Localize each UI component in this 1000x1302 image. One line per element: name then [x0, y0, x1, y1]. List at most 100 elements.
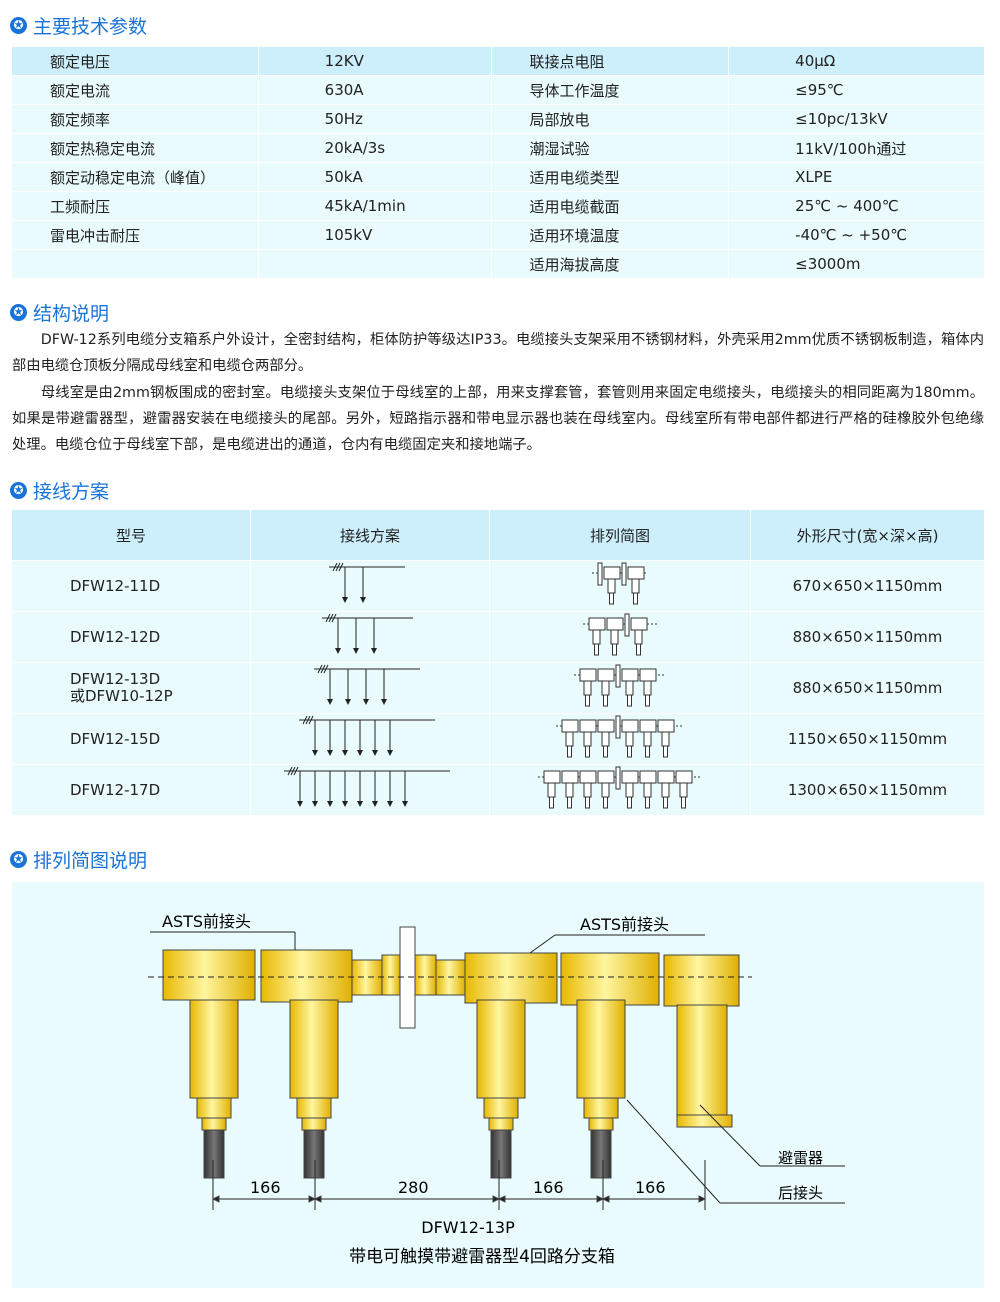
model-cell: DFW12-15D — [12, 714, 250, 764]
connector-body — [289, 999, 339, 1099]
spec-label: 局部放电 — [491, 105, 729, 133]
spec-label: 额定电流 — [12, 76, 258, 104]
cable-head — [663, 954, 740, 1007]
connector-body — [189, 999, 239, 1099]
model-cell: DFW12-13D 或DFW10-12P — [12, 663, 250, 713]
header-model: 型号 — [12, 510, 250, 560]
section-title-text: 排列简图说明 — [33, 850, 148, 872]
label-arrester: 避雷器 — [778, 1149, 823, 1167]
cable-stem — [590, 1129, 612, 1179]
layout-sketch-icon — [538, 766, 702, 809]
connector-neck — [483, 1097, 519, 1119]
connector-taper — [488, 1117, 514, 1131]
layout-sketch-icon — [556, 715, 684, 758]
spec-label: 额定电压 — [12, 47, 258, 75]
diagram-model: DFW12-13P — [421, 1218, 515, 1237]
structure-paragraph-1: DFW-12系列电缆分支箱系户外设计，全密封结构，柜体防护等级达IP33。电缆接… — [12, 332, 984, 374]
spec-value: 12KV — [258, 47, 491, 75]
star-icon: ✪ — [10, 304, 27, 321]
connector-neck — [583, 1097, 619, 1119]
wiring-scheme-icon — [321, 613, 413, 654]
section-title-text: 接线方案 — [33, 481, 110, 503]
spec-value: 45kA/1min — [258, 192, 491, 220]
size-cell: 670×650×1150mm — [751, 561, 984, 611]
wiring-scheme-cell — [251, 714, 489, 764]
bushing — [351, 959, 383, 996]
cable-stem — [490, 1129, 512, 1179]
spec-label: 雷电冲击耐压 — [12, 221, 258, 249]
layout-cell — [490, 714, 750, 764]
wiring-scheme-icon — [329, 562, 405, 603]
section-title-structure: ✪ 结构说明 — [10, 299, 109, 326]
size-cell: 1300×650×1150mm — [751, 765, 984, 815]
layout-cell — [490, 765, 750, 815]
section-title-text: 主要技术参数 — [33, 16, 148, 38]
leader — [529, 934, 556, 954]
layout-sketch-icon — [583, 613, 657, 656]
layout-cell — [490, 612, 750, 662]
spec-value: ≤3000m — [729, 250, 984, 278]
leader — [699, 1104, 761, 1167]
cable-head — [260, 949, 353, 1003]
size-cell: 1150×650×1150mm — [751, 714, 984, 764]
layout-sketch-icon — [574, 664, 666, 707]
size-cell: 880×650×1150mm — [751, 612, 984, 662]
model-cell: DFW12-12D — [12, 612, 250, 662]
connector-taper — [588, 1117, 614, 1131]
spec-row: 适用海拔高度 ≤3000m — [12, 250, 984, 278]
spec-value — [258, 250, 491, 278]
spec-label: 适用电缆类型 — [491, 163, 729, 191]
section-title-text: 结构说明 — [33, 303, 110, 325]
spec-row: 额定电流 630A 导体工作温度 ≤95℃ — [12, 76, 984, 104]
spec-value: 630A — [258, 76, 491, 104]
wiring-row: DFW12-17D 1300×650×1150mm — [12, 765, 984, 815]
wiring-row: DFW12-12D 880×650×1150mm — [12, 612, 984, 662]
label-front-right: ASTS前接头 — [580, 915, 669, 934]
diagram-caption: 带电可触摸带避雷器型4回路分支箱 — [349, 1247, 615, 1267]
structure-paragraph-2: 母线室是由2mm钢板围成的密封室。电缆接头支架位于母线室的上部，用来支撑套管，套… — [12, 385, 984, 453]
wiring-scheme-icon — [314, 664, 420, 705]
section-title-specs: ✪ 主要技术参数 — [10, 12, 147, 39]
spec-row: 工频耐压 45kA/1min 适用电缆截面 25℃ ~ 400℃ — [12, 192, 984, 220]
cable-stem — [203, 1129, 225, 1179]
wiring-row: DFW12-13D 或DFW10-12P 880×650×1150mm — [12, 663, 984, 713]
connector-body — [576, 999, 626, 1099]
arrester-body — [676, 1004, 728, 1118]
spec-value: XLPE — [729, 163, 984, 191]
wiring-table: 型号 接线方案 排列简图 外形尺寸(宽×深×高) DFW12-11D 670×65… — [11, 509, 985, 816]
spec-row: 额定电压 12KV 联接点电阻 40μΩ — [12, 47, 984, 75]
spec-value: ≤95℃ — [729, 76, 984, 104]
spec-value: 11kV/100h通过 — [729, 134, 984, 162]
wiring-scheme-icon — [284, 766, 450, 807]
spec-label: 联接点电阻 — [491, 47, 729, 75]
spec-row: 额定热稳定电流 20kA/3s 潮湿试验 11kV/100h通过 — [12, 134, 984, 162]
star-icon: ✪ — [10, 482, 27, 499]
spec-value: 25℃ ~ 400℃ — [729, 192, 984, 220]
spec-value: -40℃ ~ +50℃ — [729, 221, 984, 249]
dim-2: 280 — [398, 1178, 429, 1197]
spec-label: 额定热稳定电流 — [12, 134, 258, 162]
layout-sketch-icon — [592, 562, 648, 605]
spec-value: 50kA — [258, 163, 491, 191]
wiring-scheme-cell — [251, 561, 489, 611]
wiring-header-row: 型号 接线方案 排列简图 外形尺寸(宽×深×高) — [12, 510, 984, 560]
layout-cell — [490, 561, 750, 611]
layout-cell — [490, 663, 750, 713]
spec-label: 适用环境温度 — [491, 221, 729, 249]
spec-row: 额定动稳定电流（峰值） 50kA 适用电缆类型 XLPE — [12, 163, 984, 191]
diagram-svg: ASTS前接头 ASTS前接头 避雷器 后接头 166 280 166 166 … — [148, 912, 845, 1267]
wiring-scheme-icon — [299, 715, 435, 756]
model-name: DFW12-15D — [70, 729, 161, 748]
label-front-left: ASTS前接头 — [162, 912, 251, 931]
dim-1: 166 — [250, 1178, 281, 1197]
arrangement-diagram: ASTS前接头 ASTS前接头 避雷器 后接头 166 280 166 166 … — [12, 882, 984, 1288]
section-title-diagram: ✪ 排列简图说明 — [10, 846, 147, 873]
model-name: DFW12-17D — [70, 780, 161, 799]
wiring-scheme-cell — [251, 663, 489, 713]
section-title-wiring: ✪ 接线方案 — [10, 477, 109, 504]
connector-taper — [201, 1117, 227, 1131]
wiring-row: DFW12-15D 1150×650×1150mm — [12, 714, 984, 764]
cable-head — [162, 949, 256, 1001]
model-name: DFW12-13D — [70, 670, 161, 688]
specs-table: 额定电压 12KV 联接点电阻 40μΩ 额定电流 630A 导体工作温度 ≤95℃ 额定频率 5… — [11, 46, 985, 279]
